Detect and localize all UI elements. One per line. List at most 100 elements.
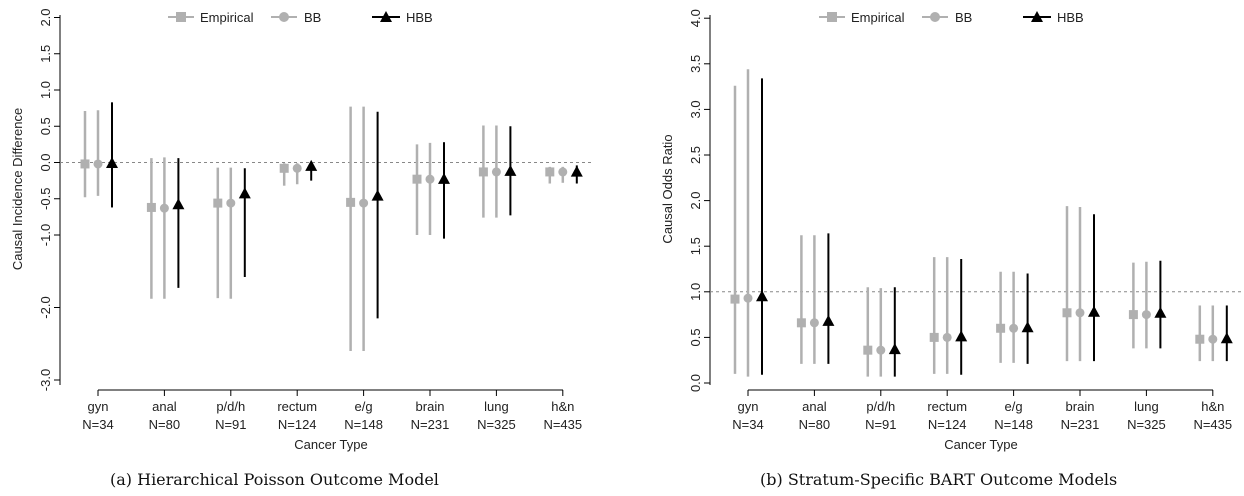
bb-point — [1009, 323, 1019, 333]
bb-point — [159, 203, 169, 213]
panel-b-x-label: Cancer Type — [944, 437, 1017, 452]
y-tick-label: 0.5 — [688, 328, 703, 346]
x-tick-count-label: N=91 — [865, 417, 896, 432]
hbb-point — [1088, 305, 1100, 317]
bb-point — [93, 159, 103, 169]
x-tick-label: gyn — [738, 399, 759, 414]
x-tick-count-label: N=435 — [1193, 417, 1232, 432]
empirical-point — [796, 318, 806, 328]
empirical-point — [279, 163, 289, 173]
empirical-point — [730, 294, 740, 304]
hbb-point — [955, 330, 968, 342]
x-tick-count-label: N=231 — [411, 417, 450, 432]
y-tick-label: 2.0 — [38, 8, 53, 26]
y-tick-label: 2.0 — [688, 192, 703, 210]
bb-point — [558, 167, 568, 177]
x-tick-label: e/g — [1005, 399, 1023, 414]
bb-point — [425, 174, 435, 184]
x-tick-count-label: N=124 — [278, 417, 317, 432]
x-tick-label: e/g — [355, 399, 373, 414]
x-tick-label: lung — [484, 399, 509, 414]
empirical-point — [346, 197, 356, 207]
bb-point — [1141, 310, 1151, 320]
bb-point — [359, 198, 369, 208]
panel-a-caption: (a) Hierarchical Poisson Outcome Model — [110, 470, 439, 489]
panel-b-caption: (b) Stratum-Specific BART Outcome Models — [760, 470, 1117, 489]
hbb-point — [371, 189, 384, 201]
panel-a-series — [80, 102, 583, 351]
panel-b-legend: Empirical BB HBB — [819, 10, 1084, 25]
y-tick-label: 2.5 — [688, 146, 703, 164]
x-tick-count-label: N=231 — [1061, 417, 1100, 432]
empirical-point — [478, 167, 488, 177]
hbb-point — [822, 314, 835, 326]
legend-empirical-marker — [176, 12, 186, 22]
empirical-point — [1195, 334, 1205, 344]
y-tick-label: -1.0 — [38, 224, 53, 246]
x-tick-label: rectum — [927, 399, 967, 414]
legend-bb-marker — [279, 12, 289, 22]
x-tick-count-label: N=435 — [543, 417, 582, 432]
empirical-point — [80, 159, 90, 169]
empirical-point — [545, 167, 555, 177]
legend-b-hbb-marker — [1031, 11, 1043, 22]
panel-b: Empirical BB HBB 4.0 3.5 3.0 2.5 2.0 1.5 1.0 0.… — [660, 9, 1244, 489]
legend-hbb-marker — [380, 11, 392, 22]
panel-b-series — [730, 69, 1233, 377]
x-tick-count-label: N=91 — [215, 417, 246, 432]
x-tick-count-label: N=34 — [82, 417, 113, 432]
bb-point — [743, 293, 753, 303]
y-tick-label: 1.5 — [38, 45, 53, 63]
y-tick-label: 1.0 — [38, 81, 53, 99]
legend-b-empirical-marker — [827, 12, 837, 22]
panel-a-x-ticks: gyn N=34 anal N=80 p/d/h N=91 rectum N=124 e/g N=… — [82, 390, 582, 432]
panel-a-y-ticks: 2.0 1.5 1.0 0.5 0.0 -0.5 -1.0 -2.0 -3.0 — [38, 8, 60, 391]
y-tick-label: 0.5 — [38, 117, 53, 135]
legend-b-empirical-label: Empirical — [851, 10, 905, 25]
y-tick-label: 0.0 — [38, 153, 53, 171]
empirical-point — [929, 332, 939, 342]
x-tick-count-label: N=80 — [799, 417, 830, 432]
x-tick-count-label: N=34 — [732, 417, 763, 432]
panel-b-x-ticks: gyn N=34 anal N=80 p/d/h N=91 rectum N=124 e/g N=… — [732, 390, 1232, 432]
x-tick-count-label: N=325 — [1127, 417, 1166, 432]
x-tick-label: h&n — [551, 399, 574, 414]
panel-a-legend: Empirical BB HBB — [168, 10, 433, 25]
x-tick-count-label: N=325 — [477, 417, 516, 432]
hbb-point — [172, 198, 185, 210]
x-tick-label: h&n — [1201, 399, 1224, 414]
empirical-point — [213, 198, 223, 208]
x-tick-label: p/d/h — [866, 399, 895, 414]
x-tick-label: rectum — [277, 399, 317, 414]
x-tick-count-label: N=124 — [928, 417, 967, 432]
legend-b-bb-label: BB — [955, 10, 972, 25]
hbb-point — [1021, 321, 1034, 333]
hbb-point — [1220, 332, 1233, 344]
hbb-point — [238, 187, 251, 199]
bb-point — [1208, 334, 1218, 344]
hbb-point — [438, 172, 450, 184]
y-tick-label: -0.5 — [38, 188, 53, 210]
x-tick-count-label: N=148 — [344, 417, 383, 432]
y-tick-label: 1.0 — [688, 283, 703, 301]
panel-a: Empirical BB HBB 2.0 1.5 1.0 0.5 0.0 -0.5 -1.0… — [10, 8, 593, 489]
bb-point — [292, 163, 302, 173]
hbb-point — [888, 343, 901, 355]
y-tick-label: 0.0 — [688, 374, 703, 392]
bb-point — [942, 332, 952, 342]
empirical-point — [1128, 310, 1138, 320]
panel-a-x-label: Cancer Type — [294, 437, 367, 452]
bb-point — [226, 198, 236, 208]
x-tick-label: p/d/h — [216, 399, 245, 414]
y-tick-label: -3.0 — [38, 369, 53, 391]
x-tick-label: anal — [152, 399, 177, 414]
y-tick-label: 3.5 — [688, 55, 703, 73]
bb-point — [809, 318, 819, 328]
legend-b-hbb-label: HBB — [1057, 10, 1084, 25]
empirical-point — [146, 202, 156, 212]
legend-b-bb-marker — [930, 12, 940, 22]
x-tick-label: brain — [416, 399, 445, 414]
panel-b-y-ticks: 4.0 3.5 3.0 2.5 2.0 1.5 1.0 0.5 0.0 — [688, 9, 710, 392]
empirical-point — [996, 323, 1006, 333]
